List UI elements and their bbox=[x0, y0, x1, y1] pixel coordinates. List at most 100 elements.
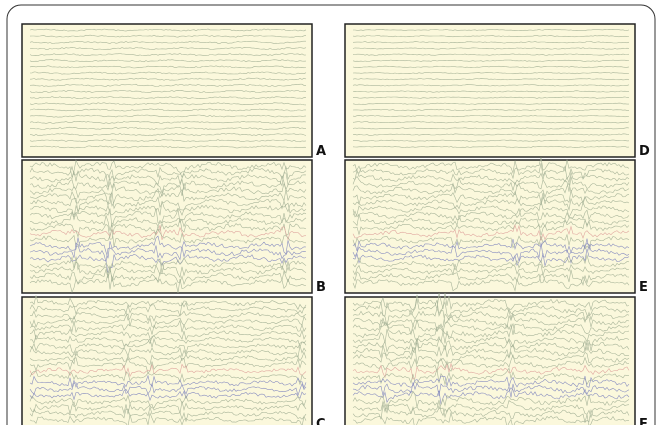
trace bbox=[29, 334, 307, 348]
trace bbox=[352, 367, 630, 386]
trace bbox=[352, 115, 630, 118]
trace bbox=[352, 338, 630, 353]
eeg-traces bbox=[352, 157, 630, 292]
panel-label: E bbox=[639, 280, 648, 295]
trace bbox=[29, 34, 307, 38]
trace bbox=[352, 402, 630, 423]
trace bbox=[352, 35, 630, 38]
trace bbox=[352, 214, 630, 228]
trace bbox=[29, 83, 307, 87]
trace bbox=[29, 120, 307, 124]
trace bbox=[352, 145, 630, 148]
trace bbox=[29, 337, 307, 355]
trace bbox=[29, 40, 306, 44]
trace bbox=[29, 256, 307, 274]
trace bbox=[352, 390, 630, 411]
trace bbox=[29, 301, 307, 317]
trace bbox=[29, 405, 307, 422]
trace bbox=[352, 223, 630, 241]
trace bbox=[352, 263, 630, 276]
trace bbox=[29, 242, 307, 262]
trace bbox=[29, 235, 307, 259]
trace bbox=[352, 269, 630, 286]
trace bbox=[29, 273, 307, 294]
trace bbox=[353, 28, 630, 32]
trace bbox=[352, 47, 630, 50]
trace bbox=[352, 412, 630, 425]
trace bbox=[29, 53, 307, 57]
trace bbox=[29, 59, 307, 63]
trace bbox=[352, 200, 630, 219]
trace bbox=[352, 375, 630, 388]
trace bbox=[29, 90, 307, 93]
trace bbox=[352, 65, 630, 69]
trace bbox=[29, 46, 307, 50]
trace bbox=[352, 59, 630, 62]
trace bbox=[29, 159, 307, 179]
trace bbox=[29, 77, 307, 81]
trace bbox=[29, 400, 307, 415]
trace bbox=[29, 228, 307, 248]
trace bbox=[352, 347, 630, 366]
trace bbox=[29, 188, 307, 207]
trace bbox=[352, 157, 630, 175]
trace bbox=[352, 274, 630, 292]
trace bbox=[352, 182, 630, 199]
trace bbox=[29, 370, 307, 386]
panel bbox=[344, 23, 636, 158]
trace bbox=[352, 292, 630, 312]
trace bbox=[352, 399, 630, 419]
trace bbox=[29, 133, 307, 137]
trace bbox=[352, 233, 630, 251]
trace bbox=[352, 90, 629, 93]
trace bbox=[29, 328, 307, 341]
trace bbox=[352, 207, 630, 222]
trace bbox=[352, 387, 630, 405]
trace bbox=[352, 108, 629, 112]
trace bbox=[29, 102, 307, 106]
trace bbox=[29, 254, 307, 274]
panel-label: A bbox=[316, 144, 326, 159]
trace bbox=[29, 382, 307, 397]
trace bbox=[29, 182, 307, 206]
trace bbox=[29, 350, 307, 365]
trace bbox=[29, 165, 307, 187]
trace bbox=[352, 195, 630, 211]
trace bbox=[29, 394, 307, 409]
trace bbox=[29, 345, 307, 359]
trace bbox=[29, 388, 307, 402]
trace bbox=[352, 307, 630, 327]
trace bbox=[352, 133, 630, 136]
trace bbox=[29, 139, 307, 143]
trace bbox=[352, 299, 630, 320]
trace bbox=[352, 78, 630, 81]
eeg-traces bbox=[29, 159, 307, 294]
trace bbox=[352, 248, 630, 267]
eeg-traces bbox=[352, 292, 630, 425]
trace bbox=[29, 175, 307, 195]
trace bbox=[29, 114, 307, 118]
trace bbox=[29, 295, 307, 311]
trace bbox=[353, 354, 630, 373]
trace bbox=[352, 341, 629, 359]
trace bbox=[29, 319, 307, 335]
trace bbox=[29, 145, 307, 149]
trace bbox=[352, 382, 630, 398]
panel-label: D bbox=[639, 144, 650, 159]
trace bbox=[352, 318, 630, 336]
panel-label: C bbox=[316, 417, 326, 425]
trace bbox=[352, 169, 630, 185]
eeg-traces bbox=[352, 28, 630, 148]
trace bbox=[29, 170, 307, 187]
panel bbox=[344, 159, 636, 294]
trace bbox=[29, 28, 307, 32]
trace bbox=[29, 65, 307, 69]
trace bbox=[29, 200, 307, 217]
trace bbox=[352, 102, 629, 105]
eeg-traces bbox=[29, 28, 307, 149]
trace bbox=[352, 190, 630, 205]
trace bbox=[29, 412, 307, 425]
trace bbox=[352, 242, 630, 262]
panel-label: F bbox=[639, 417, 648, 425]
